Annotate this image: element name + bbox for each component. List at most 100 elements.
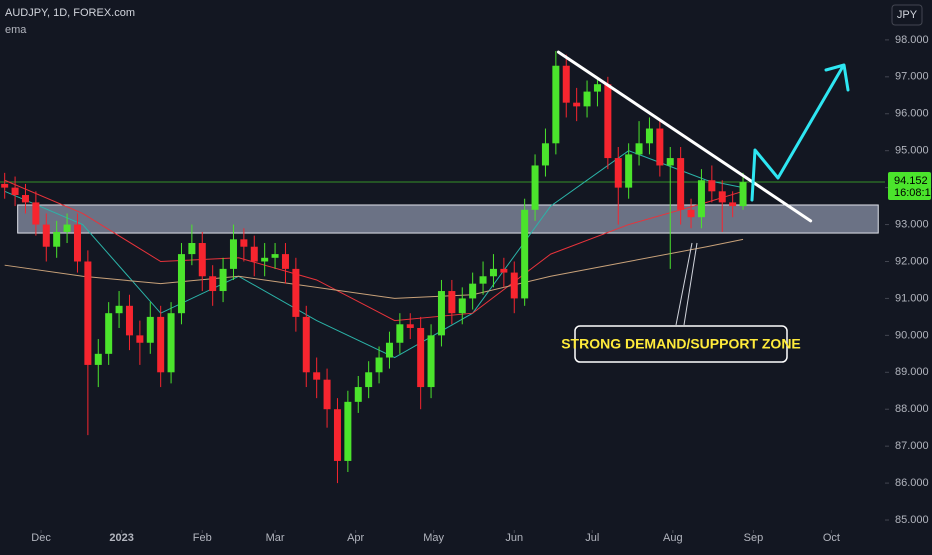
candle-body <box>53 231 61 247</box>
candle-body <box>313 372 321 380</box>
y-tick-label: 98.000 <box>895 34 929 46</box>
y-tick-label: 97.000 <box>895 71 929 83</box>
candle-body <box>458 298 466 314</box>
candle-body <box>261 257 269 262</box>
currency[interactable]: JPY <box>897 9 918 21</box>
candle-body <box>541 143 549 166</box>
x-tick-label: Feb <box>193 532 212 544</box>
candle-body <box>677 158 685 210</box>
candle-body <box>281 254 289 269</box>
candle-body <box>94 353 102 365</box>
x-tick-label: 2023 <box>109 532 133 544</box>
candle-body <box>188 243 196 255</box>
candle-body <box>333 409 341 461</box>
price-tag-label: 94.152 <box>894 175 928 187</box>
trendline <box>556 50 813 223</box>
y-tick-label: 91.000 <box>895 292 929 304</box>
candle-body <box>42 224 50 247</box>
candle-body <box>365 372 373 388</box>
candle-body <box>115 305 123 314</box>
candle-body <box>146 316 154 343</box>
pointer-line <box>683 242 698 326</box>
candle-body <box>500 268 508 273</box>
symbol: AUDJPY, 1D, FOREX.com <box>5 7 135 19</box>
annotation-text: STRONG DEMAND/SUPPORT ZONE <box>561 336 801 352</box>
ema-line <box>4 179 744 322</box>
candle-body <box>573 102 581 107</box>
candle-body <box>697 180 705 218</box>
candle-body <box>63 224 71 232</box>
candle-body <box>209 276 217 292</box>
annotation-pointer <box>675 242 698 326</box>
y-tick-label: 89.000 <box>895 366 929 378</box>
candle-body <box>73 224 81 262</box>
x-tick-label: Sep <box>744 532 764 544</box>
candle-body <box>32 202 40 225</box>
candle-body <box>521 209 529 299</box>
arrow-head <box>824 63 850 92</box>
x-tick-label: Jun <box>505 532 523 544</box>
x-tick-label: May <box>423 532 444 544</box>
y-tick-label: 86.000 <box>895 477 929 489</box>
candle-body <box>396 324 404 343</box>
candle-body <box>240 239 248 247</box>
y-tick-label: 90.000 <box>895 329 929 341</box>
candle-body <box>552 65 560 144</box>
candle-body <box>604 84 612 159</box>
candle-body <box>271 254 279 258</box>
candle-body <box>84 261 92 365</box>
y-tick-label: 96.000 <box>895 108 929 120</box>
candle-body <box>250 246 258 262</box>
x-tick-label: Dec <box>31 532 51 544</box>
candle-body <box>229 239 237 269</box>
candle-body <box>666 158 674 166</box>
candle-body <box>729 202 737 207</box>
candle-body <box>136 335 144 343</box>
demand-zone <box>17 204 879 234</box>
candle-body <box>105 313 113 354</box>
currency-button[interactable] <box>891 4 923 26</box>
candle-body <box>198 243 206 277</box>
candle-body <box>489 268 497 277</box>
candle-body <box>718 191 726 203</box>
candle-body <box>157 316 165 373</box>
y-tick-label: 95.000 <box>895 145 929 157</box>
x-tick-label: Apr <box>347 532 364 544</box>
candle-body <box>708 180 716 192</box>
candle-body <box>385 342 393 358</box>
candle-body <box>354 387 362 402</box>
y-tick-label: 85.000 <box>895 514 929 526</box>
candle-body <box>625 154 633 188</box>
candle-body <box>635 143 643 155</box>
candle-body <box>687 209 695 218</box>
candle-body <box>375 357 383 373</box>
candle-body <box>417 327 425 388</box>
candle-body <box>292 268 300 317</box>
candle-body <box>1 183 9 188</box>
price-axis <box>885 0 932 550</box>
price-tag <box>888 172 931 201</box>
y-tick-label: 93.000 <box>895 218 929 230</box>
candle-body <box>427 335 435 388</box>
candle-body <box>406 324 414 328</box>
candle-body <box>448 291 456 314</box>
x-tick-label: Mar <box>266 532 285 544</box>
candle-body <box>21 195 29 203</box>
cyan-arrow <box>750 63 850 202</box>
candle-body <box>302 316 310 373</box>
ema-line <box>4 150 744 359</box>
x-tick-label: Oct <box>823 532 840 544</box>
y-tick-label: 87.000 <box>895 440 929 452</box>
candle-body <box>583 91 591 107</box>
candle-body <box>739 182 747 207</box>
candle-body <box>531 165 539 210</box>
pointer-line <box>675 242 693 326</box>
annotation-box <box>574 325 788 363</box>
candle-body <box>656 128 664 166</box>
ema-line <box>4 238 744 299</box>
candle-body <box>219 268 227 292</box>
y-tick-label: 88.000 <box>895 403 929 415</box>
candle-body <box>593 84 601 92</box>
arrow-path <box>750 66 844 202</box>
candle-body <box>323 379 331 410</box>
